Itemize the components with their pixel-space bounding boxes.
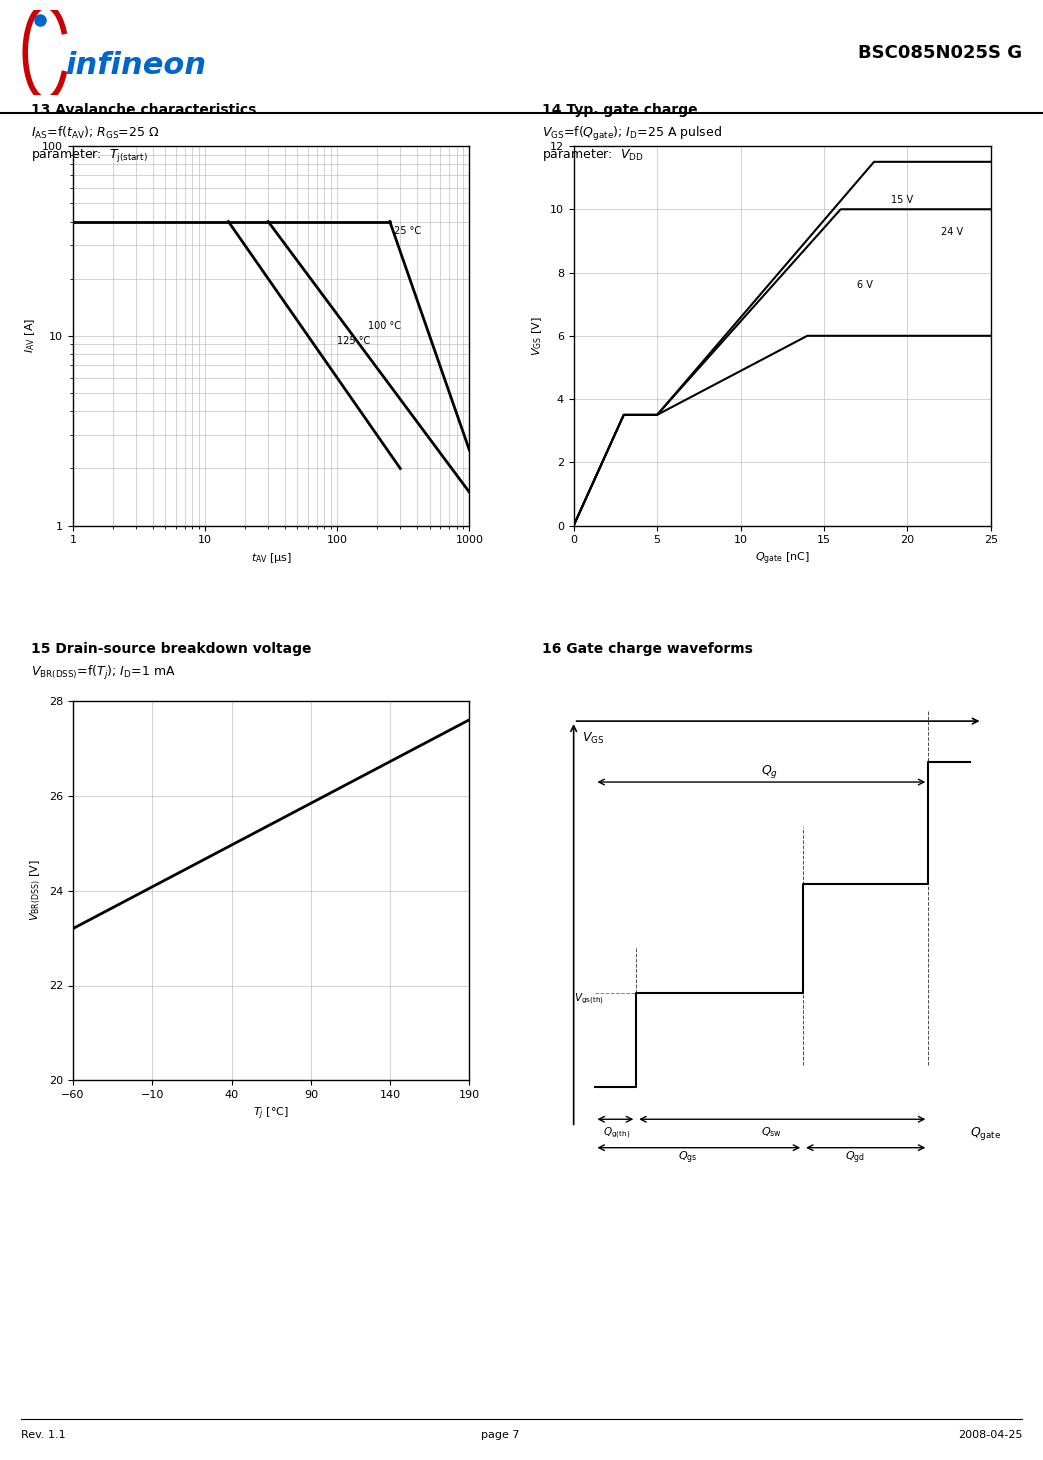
Text: $V_\mathrm{GS}$=f($Q_\mathrm{gate}$); $I_\mathrm{D}$=25 A pulsed: $V_\mathrm{GS}$=f($Q_\mathrm{gate}$); $I… (542, 126, 723, 143)
Text: $I_\mathrm{AS}$=f($t_\mathrm{AV}$); $R_\mathrm{GS}$=25 Ω: $I_\mathrm{AS}$=f($t_\mathrm{AV}$); $R_\… (31, 126, 160, 142)
Text: $Q_\mathrm{gd}$: $Q_\mathrm{gd}$ (845, 1149, 865, 1165)
Text: 16 Gate charge waveforms: 16 Gate charge waveforms (542, 641, 753, 656)
Text: BSC085N025S G: BSC085N025S G (858, 44, 1022, 61)
X-axis label: $T_j$ [°C]: $T_j$ [°C] (253, 1105, 289, 1123)
Y-axis label: $V_\mathrm{GS}$ [V]: $V_\mathrm{GS}$ [V] (531, 315, 544, 356)
Text: infineon: infineon (65, 51, 205, 80)
X-axis label: $Q_\mathrm{gate}$ [nC]: $Q_\mathrm{gate}$ [nC] (755, 550, 809, 568)
Text: page 7: page 7 (482, 1431, 519, 1440)
Text: Rev. 1.1: Rev. 1.1 (21, 1431, 66, 1440)
Text: $V_\mathrm{GS}$: $V_\mathrm{GS}$ (582, 730, 604, 746)
Text: parameter:  $V_\mathrm{DD}$: parameter: $V_\mathrm{DD}$ (542, 146, 644, 162)
Text: 14 Typ. gate charge: 14 Typ. gate charge (542, 102, 698, 117)
Text: $Q_\mathrm{gs}$: $Q_\mathrm{gs}$ (678, 1149, 698, 1165)
Text: $V_\mathrm{BR(DSS)}$=f($T_j$); $I_\mathrm{D}$=1 mA: $V_\mathrm{BR(DSS)}$=f($T_j$); $I_\mathr… (31, 664, 176, 682)
Y-axis label: $V_\mathrm{BR(DSS)}$ [V]: $V_\mathrm{BR(DSS)}$ [V] (29, 860, 44, 921)
Text: 15 Drain-source breakdown voltage: 15 Drain-source breakdown voltage (31, 641, 312, 656)
Text: 2008-04-25: 2008-04-25 (957, 1431, 1022, 1440)
Text: $Q_g$: $Q_g$ (761, 764, 778, 780)
Text: 13 Avalanche characteristics: 13 Avalanche characteristics (31, 102, 257, 117)
X-axis label: $t_\mathrm{AV}$ [µs]: $t_\mathrm{AV}$ [µs] (250, 550, 292, 565)
Text: 6 V: 6 V (857, 280, 873, 291)
Text: 25 °C: 25 °C (394, 226, 421, 235)
Text: 125 °C: 125 °C (337, 336, 370, 346)
Text: 24 V: 24 V (941, 226, 963, 237)
Text: parameter:  $T_\mathrm{j(start)}$: parameter: $T_\mathrm{j(start)}$ (31, 147, 148, 164)
Text: $Q_\mathrm{gate}$: $Q_\mathrm{gate}$ (970, 1124, 1001, 1142)
Text: $Q_\mathrm{g(th)}$: $Q_\mathrm{g(th)}$ (603, 1126, 630, 1140)
Text: 100 °C: 100 °C (368, 321, 401, 331)
Text: $V_\mathrm{gs(th)}$: $V_\mathrm{gs(th)}$ (574, 991, 604, 1007)
Y-axis label: $I_\mathrm{AV}$ [A]: $I_\mathrm{AV}$ [A] (23, 318, 37, 353)
Text: $Q_\mathrm{sw}$: $Q_\mathrm{sw}$ (761, 1126, 782, 1139)
Text: 15 V: 15 V (891, 196, 913, 204)
